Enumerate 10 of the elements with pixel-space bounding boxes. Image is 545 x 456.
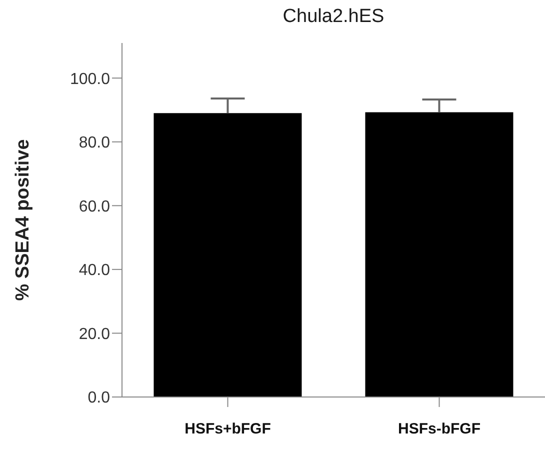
y-tick-label: 60.0 [78,198,110,216]
y-tick-label: 100.0 [70,70,110,88]
x-tick-label: HSFs-bFGF [398,420,480,438]
y-tick-label: 40.0 [78,262,110,280]
y-tick-label: 20.0 [78,326,110,343]
chart-title: Chula2.hES [282,6,386,28]
x-tick-label: HSFs+bFGF [184,420,271,438]
y-tick-label: 0.0 [88,390,110,407]
y-tick-label: 80.0 [78,134,110,152]
y-axis-title: % SSEA4 positive [12,139,34,301]
